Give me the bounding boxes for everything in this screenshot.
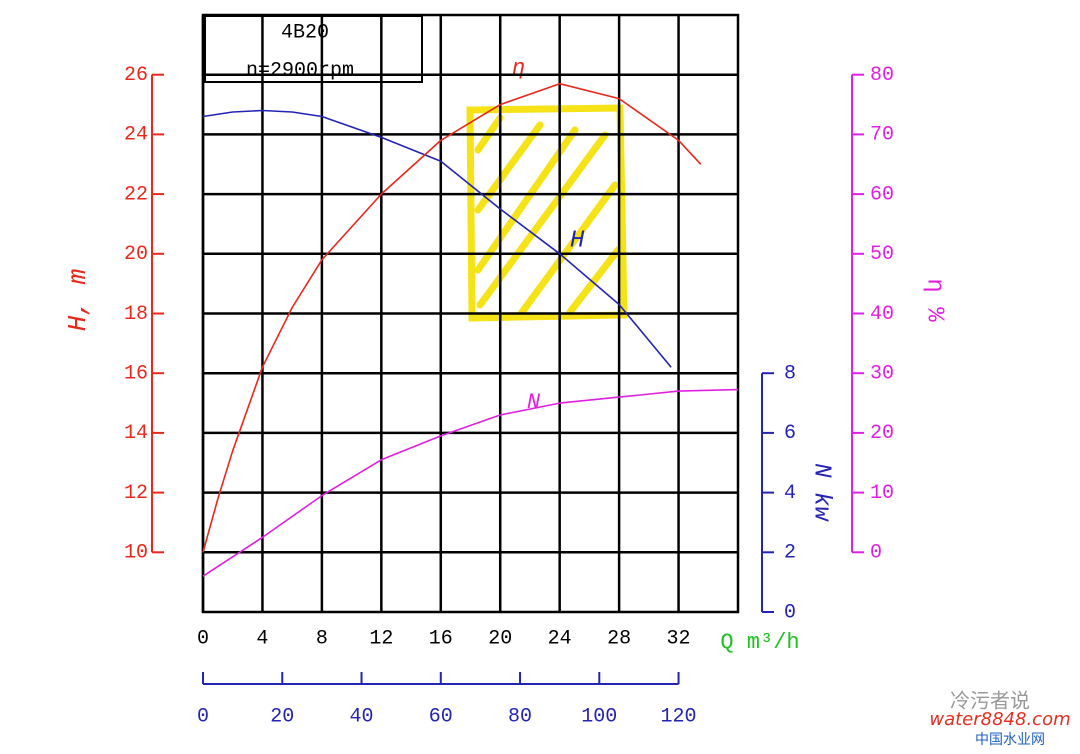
y3-tick-label: 50	[870, 243, 894, 266]
title-box	[204, 15, 423, 83]
y-tick-label: 14	[124, 422, 148, 445]
y2-tick-label: 4	[784, 482, 796, 505]
series-label: N	[527, 390, 541, 415]
watermark-site: water8848.com	[929, 709, 1070, 730]
chart-subtitle: n=2900rpm	[246, 59, 354, 82]
series-line	[202, 109, 672, 368]
y-tick-label: 16	[124, 362, 148, 385]
x-tick-label: 28	[607, 627, 631, 650]
x-axis-title: Q m³/h	[720, 630, 799, 655]
x2-tick-label: 120	[661, 705, 697, 728]
y3-tick-label: 60	[870, 183, 894, 206]
highlight	[466, 104, 628, 322]
x2-tick-label: 100	[581, 705, 617, 728]
y2-tick-label: 8	[784, 362, 796, 385]
y-tick-label: 12	[124, 482, 148, 505]
y3-tick-label: 70	[870, 124, 894, 147]
y-tick-label: 18	[124, 303, 148, 326]
y2-axis-title: N kw	[808, 463, 835, 522]
chart-title: 4B20	[281, 21, 329, 44]
x-tick-label: 32	[667, 627, 691, 650]
y-tick-label: 22	[124, 183, 148, 206]
y2-tick-label: 0	[784, 601, 796, 624]
x2-tick-label: 0	[197, 705, 209, 728]
y3-tick-label: 20	[870, 422, 894, 445]
x-tick-label: 12	[369, 627, 393, 650]
y3-tick-label: 0	[870, 542, 882, 565]
watermark: 冷污者说	[950, 689, 1030, 713]
x2-tick-label: 80	[508, 705, 532, 728]
y2-tick-label: 6	[784, 422, 796, 445]
x-tick-label: 8	[316, 627, 328, 650]
x-tick-label: 16	[429, 627, 453, 650]
plot: 0 4 8 12 16 20 24 28 320 20 40 60 80 100 1201012141618…	[124, 13, 894, 728]
y3-tick-label: 40	[870, 303, 894, 326]
x2-tick-label: 40	[350, 705, 374, 728]
x-tick-label: 24	[548, 627, 572, 650]
x-tick-label: 0	[197, 627, 209, 650]
watermark-site-name: 中国水业网	[975, 732, 1045, 748]
x2-tick-label: 60	[429, 705, 453, 728]
series-label: η	[512, 56, 525, 81]
series-label: H	[570, 227, 585, 254]
y3-tick-label: 80	[870, 64, 894, 87]
y-tick-label: 24	[124, 124, 148, 147]
y3-axis-title: η %	[921, 278, 948, 322]
y3-tick-label: 30	[870, 362, 894, 385]
y3-tick-label: 10	[870, 482, 894, 505]
x-tick-label: 4	[256, 627, 268, 650]
y2-tick-label: 2	[784, 542, 796, 565]
series-line	[202, 388, 739, 577]
x-tick-label: 20	[488, 627, 512, 650]
y-tick-label: 20	[124, 243, 148, 266]
y-axis-title: H, m	[63, 269, 93, 331]
y-tick-label: 10	[124, 542, 148, 565]
series-line	[202, 82, 702, 553]
x2-tick-label: 20	[270, 705, 294, 728]
plot-frame	[201, 13, 740, 614]
y-tick-label: 26	[124, 64, 148, 87]
